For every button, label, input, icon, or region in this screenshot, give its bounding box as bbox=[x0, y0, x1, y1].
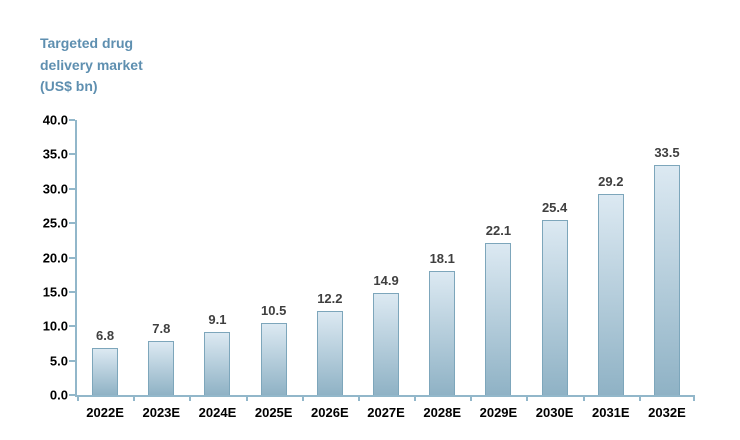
y-tick-label: 5.0 bbox=[49, 353, 68, 369]
x-tick-label: 2024E bbox=[198, 405, 237, 420]
y-tick-label: 40.0 bbox=[42, 112, 68, 128]
y-tick-label: 10.0 bbox=[42, 318, 68, 334]
bar-cell: 25.4 bbox=[527, 120, 583, 395]
bar bbox=[92, 348, 119, 395]
y-axis-tick bbox=[69, 187, 75, 190]
bar-cell: 14.9 bbox=[358, 120, 414, 395]
bar-value-label: 18.1 bbox=[429, 250, 455, 266]
bar-series: 6.8 7.8 9.1 10.5 12.2 14.9 18.1 22.1 25.4 29.2 33.… bbox=[77, 120, 695, 395]
x-tick-label: 2026E bbox=[311, 405, 349, 420]
bar bbox=[653, 164, 680, 395]
bar-cell: 33.5 bbox=[639, 120, 695, 395]
x-tick-label: 2032E bbox=[648, 405, 686, 420]
bar-value-label: 6.8 bbox=[96, 328, 115, 344]
bar-value-label: 12.2 bbox=[317, 291, 343, 307]
x-axis-tick bbox=[638, 395, 641, 401]
bar-value-label: 9.1 bbox=[208, 312, 227, 328]
y-axis-labels: 0.0 5.0 10.0 15.0 20.0 25.0 30.0 35.0 40.0 bbox=[0, 113, 68, 403]
y-axis-tick bbox=[69, 256, 75, 259]
bar bbox=[541, 220, 568, 395]
bar-cell: 9.1 bbox=[189, 120, 245, 395]
bar-cell: 6.8 bbox=[77, 120, 133, 395]
bar bbox=[148, 341, 175, 395]
x-tick-label: 2028E bbox=[423, 405, 462, 420]
chart-title: Targeted drug delivery market (US$ bn) bbox=[40, 35, 143, 95]
x-tick-label: 2023E bbox=[142, 405, 181, 420]
x-axis-tick bbox=[189, 395, 192, 401]
bar-value-label: 7.8 bbox=[152, 321, 171, 337]
bar-cell: 29.2 bbox=[583, 120, 639, 395]
x-axis-tick bbox=[582, 395, 585, 401]
x-axis-tick bbox=[301, 395, 304, 401]
bar-value-label: 25.4 bbox=[541, 200, 568, 216]
bar-cell: 18.1 bbox=[414, 120, 470, 395]
bar-value-label: 10.5 bbox=[261, 302, 287, 318]
bar-cell: 22.1 bbox=[470, 120, 526, 395]
x-tick-label: 2027E bbox=[367, 405, 405, 420]
y-tick-label: 0.0 bbox=[49, 387, 68, 403]
x-tick-label: 2030E bbox=[535, 405, 574, 420]
y-tick-label: 25.0 bbox=[42, 215, 68, 231]
y-axis-tick bbox=[69, 290, 75, 293]
bar-value-label: 29.2 bbox=[598, 174, 624, 190]
bar bbox=[260, 322, 287, 395]
bar bbox=[485, 243, 512, 395]
x-axis-tick bbox=[693, 395, 695, 401]
bar bbox=[316, 311, 343, 395]
bar-value-label: 14.9 bbox=[373, 272, 399, 288]
x-axis-tick bbox=[414, 395, 417, 401]
y-axis-tick bbox=[69, 394, 75, 396]
x-axis-tick bbox=[133, 395, 136, 401]
y-axis-tick bbox=[69, 119, 75, 121]
x-axis-labels: 2022E 2023E 2024E 2025E 2026E 2027E 2028E 2029E… bbox=[77, 405, 695, 420]
y-axis-tick bbox=[69, 325, 75, 328]
x-tick-label: 2025E bbox=[254, 405, 293, 420]
x-axis-tick bbox=[526, 395, 529, 401]
plot-area: 6.8 7.8 9.1 10.5 12.2 14.9 18.1 22.1 25.4 29.2 33.… bbox=[69, 119, 695, 420]
bar-value-label: 22.1 bbox=[485, 223, 512, 239]
bar-cell: 10.5 bbox=[246, 120, 302, 395]
bar-value-label: 33.5 bbox=[654, 144, 680, 160]
x-tick-label: 2029E bbox=[479, 405, 518, 420]
x-axis-tick bbox=[245, 395, 248, 401]
y-axis-tick bbox=[69, 359, 75, 362]
x-tick-label: 2022E bbox=[86, 405, 124, 420]
bar bbox=[597, 194, 624, 395]
bar bbox=[204, 332, 231, 395]
bar bbox=[373, 292, 400, 395]
bar bbox=[429, 270, 456, 395]
y-tick-label: 15.0 bbox=[42, 284, 68, 300]
x-axis-tick bbox=[357, 395, 360, 401]
y-tick-label: 30.0 bbox=[42, 181, 68, 197]
x-tick-label: 2031E bbox=[591, 405, 630, 420]
x-axis-tick bbox=[470, 395, 473, 401]
bar-cell: 7.8 bbox=[133, 120, 189, 395]
y-axis-tick bbox=[69, 153, 75, 156]
bar-cell: 12.2 bbox=[302, 120, 358, 395]
y-tick-label: 20.0 bbox=[42, 250, 68, 265]
y-axis-tick bbox=[69, 222, 75, 225]
x-axis-tick bbox=[77, 395, 79, 401]
y-tick-label: 35.0 bbox=[42, 146, 68, 162]
